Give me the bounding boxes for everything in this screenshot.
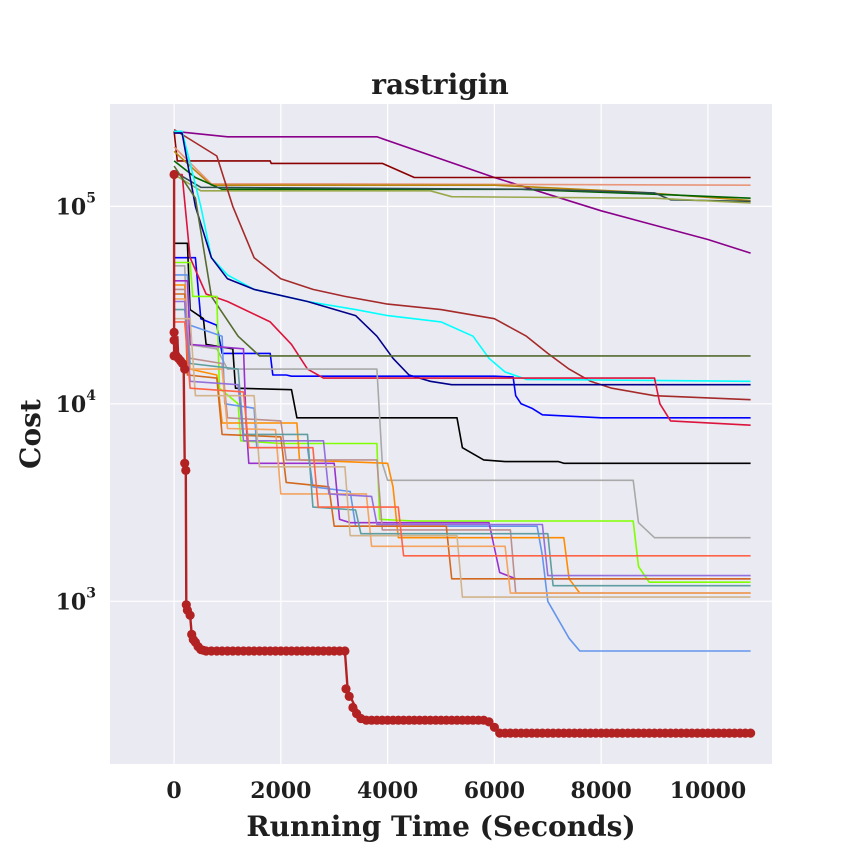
- x-tick-label: 0: [166, 778, 181, 804]
- best-marker: [489, 722, 499, 732]
- series-line-brown: [173, 128, 751, 401]
- x-tick-label: 8000: [571, 778, 632, 804]
- best-marker: [180, 458, 190, 468]
- series-line-crimson: [174, 173, 751, 426]
- best-marker: [746, 728, 756, 738]
- y-axis-label: Cost: [14, 399, 47, 469]
- series-lines: [173, 128, 751, 652]
- series-line-blue: [174, 256, 751, 419]
- x-axis-label: Running Time (Seconds): [246, 810, 635, 843]
- best-series: [169, 169, 756, 738]
- series-line-darkorchid: [174, 280, 751, 580]
- y-tick-label: 103: [56, 585, 96, 615]
- series-line-cadetblue: [174, 308, 751, 587]
- plot-area: [110, 104, 772, 764]
- series-line-cornflowerblue: [174, 274, 751, 652]
- y-tick-label: 105: [56, 190, 96, 220]
- x-tick-label: 4000: [357, 778, 418, 804]
- series-line-cyan: [174, 130, 751, 383]
- best-marker: [169, 169, 179, 180]
- best-marker: [180, 364, 190, 374]
- series-line-darkolivegreen: [173, 165, 751, 357]
- series-line-tan: [174, 317, 751, 598]
- series-line-black: [174, 242, 751, 465]
- best-marker: [181, 465, 191, 475]
- best-marker: [185, 610, 195, 620]
- tick-labels: 0 2000 4000 6000 8000 10000 103 104 105: [56, 190, 747, 804]
- series-line-salmon-top: [173, 146, 751, 186]
- x-tick-label: 2000: [250, 778, 311, 804]
- x-tick-label: 6000: [464, 778, 525, 804]
- series-line-darkred-top: [173, 131, 751, 179]
- x-tick-label: 10000: [670, 778, 747, 804]
- best-marker: [341, 684, 351, 694]
- best-marker: [344, 691, 354, 702]
- y-tick-label: 104: [56, 388, 97, 418]
- best-marker: [340, 646, 350, 656]
- best-marker: [169, 335, 179, 345]
- series-line-orangered: [174, 321, 751, 557]
- chart-title: rastrigin: [371, 68, 509, 101]
- best-marker: [169, 327, 179, 337]
- series-line-darkorange: [174, 284, 751, 594]
- series-line-darkgreen-top: [173, 160, 751, 199]
